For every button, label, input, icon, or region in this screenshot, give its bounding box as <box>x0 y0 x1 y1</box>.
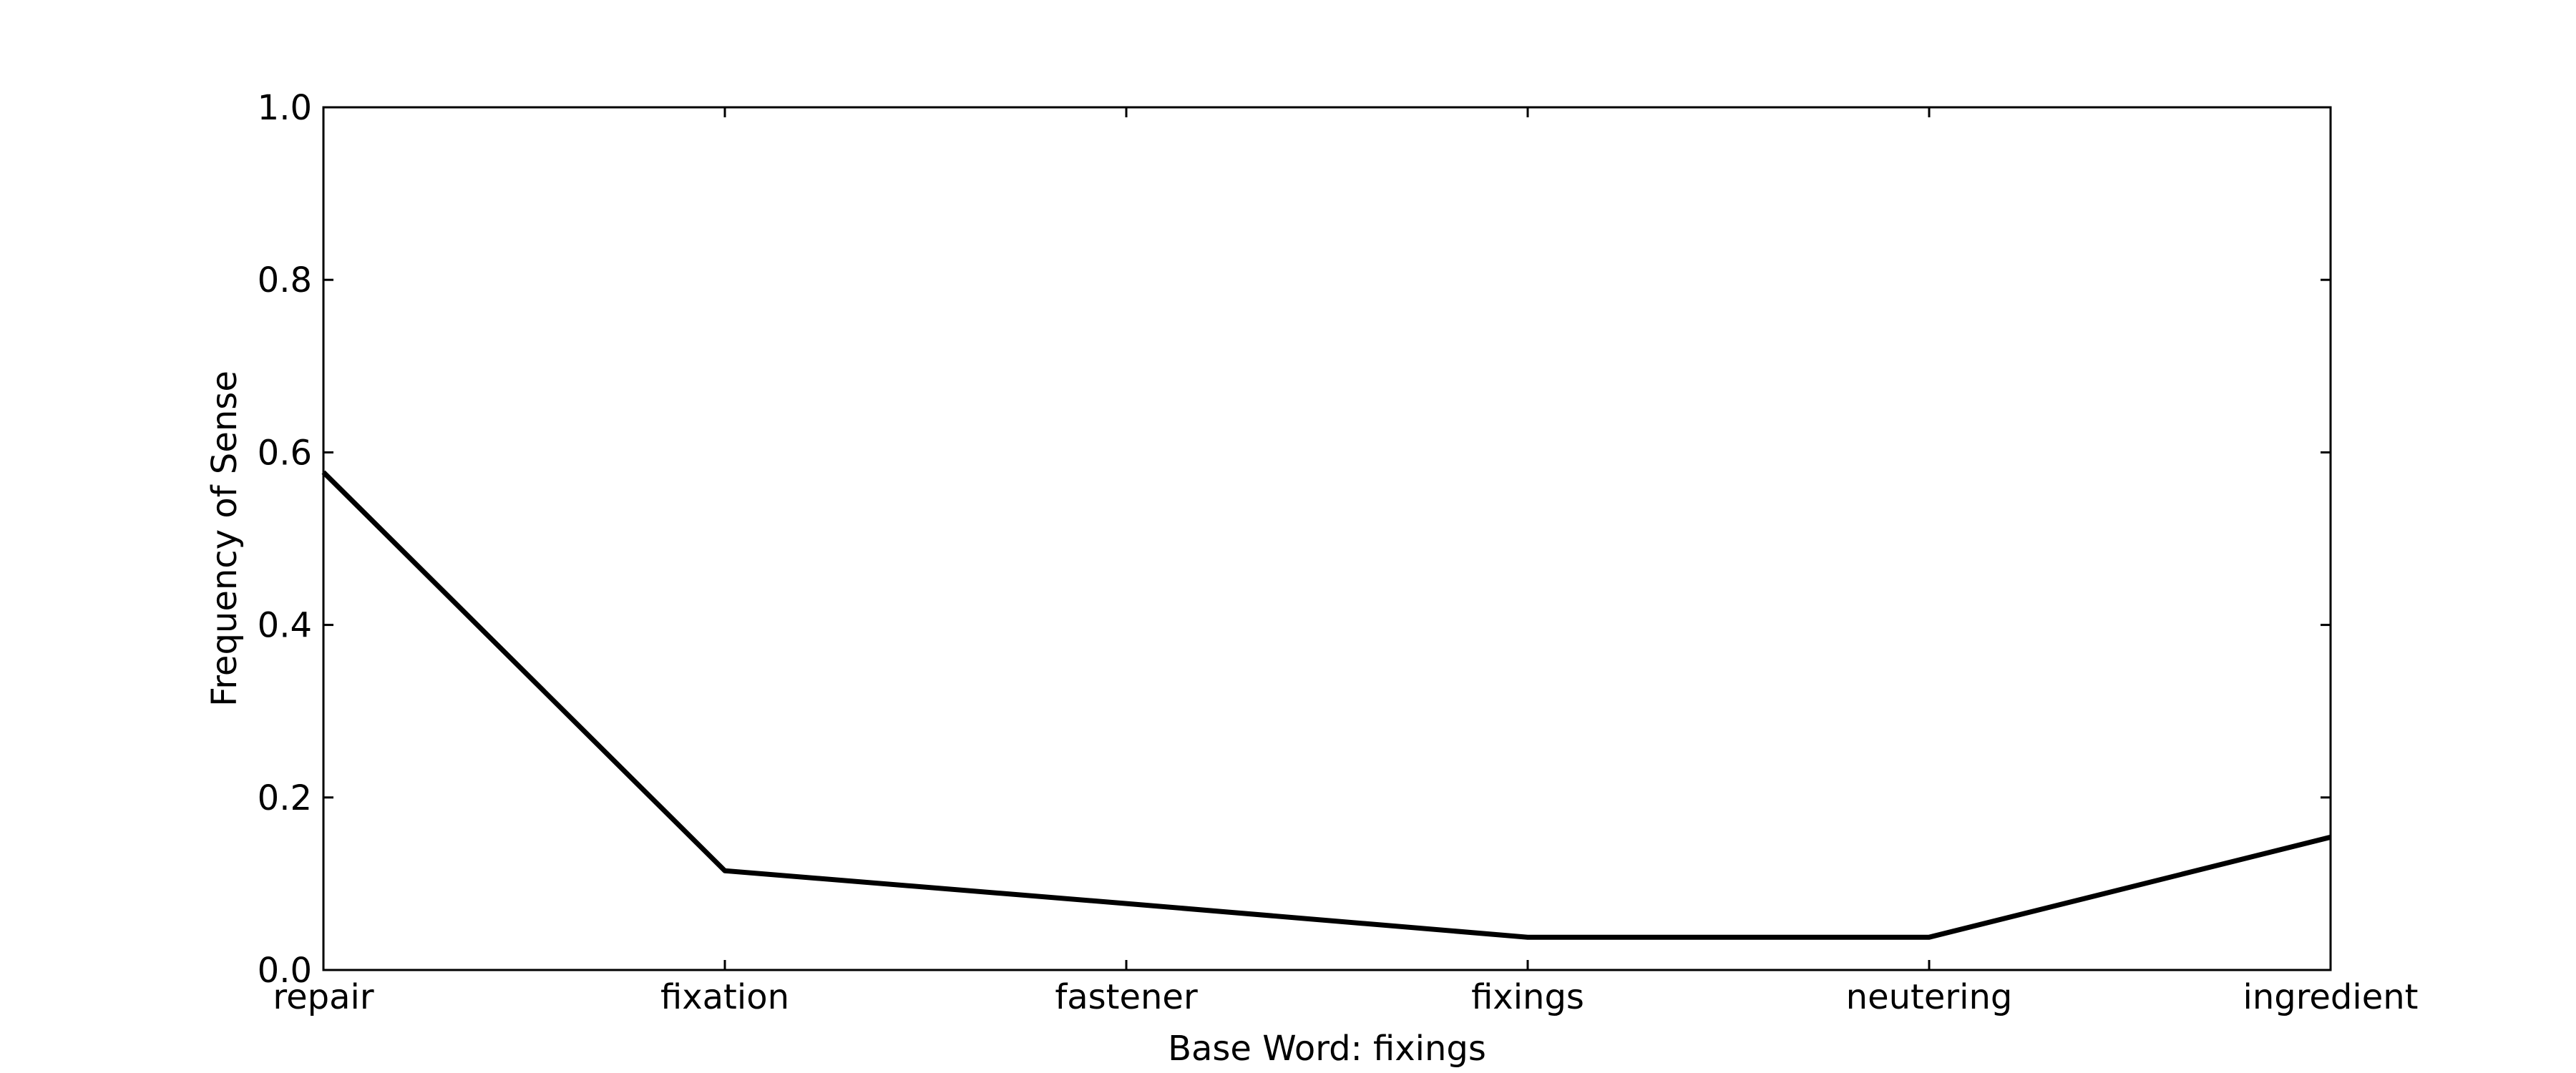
x-tick-label: fixings <box>1471 977 1584 1017</box>
y-tick-label: 1.0 <box>258 88 312 128</box>
y-axis-label: Frequency of Sense <box>205 371 245 707</box>
x-tick-label: fixation <box>660 977 789 1017</box>
y-tick-label: 0.2 <box>258 778 312 818</box>
x-axis-label: Base Word: fixings <box>1168 1029 1486 1069</box>
x-tick-label: neutering <box>1846 977 2013 1017</box>
x-tick-label: repair <box>273 977 374 1017</box>
x-tick-label: fastener <box>1055 977 1198 1017</box>
series-line <box>321 470 2331 940</box>
y-axis: 0.0 0.2 0.4 0.6 0.8 1.0 <box>258 88 2331 991</box>
y-tick-label: 0.4 <box>258 606 312 646</box>
x-tick-label: ingredient <box>2243 977 2418 1017</box>
x-axis: repair fixation fastener fixings neutering in… <box>273 107 2419 1017</box>
y-tick-label: 0.8 <box>258 260 312 300</box>
y-tick-label: 0.0 <box>258 951 312 991</box>
y-tick-label: 0.6 <box>258 433 312 473</box>
plot-frame <box>322 106 2332 971</box>
